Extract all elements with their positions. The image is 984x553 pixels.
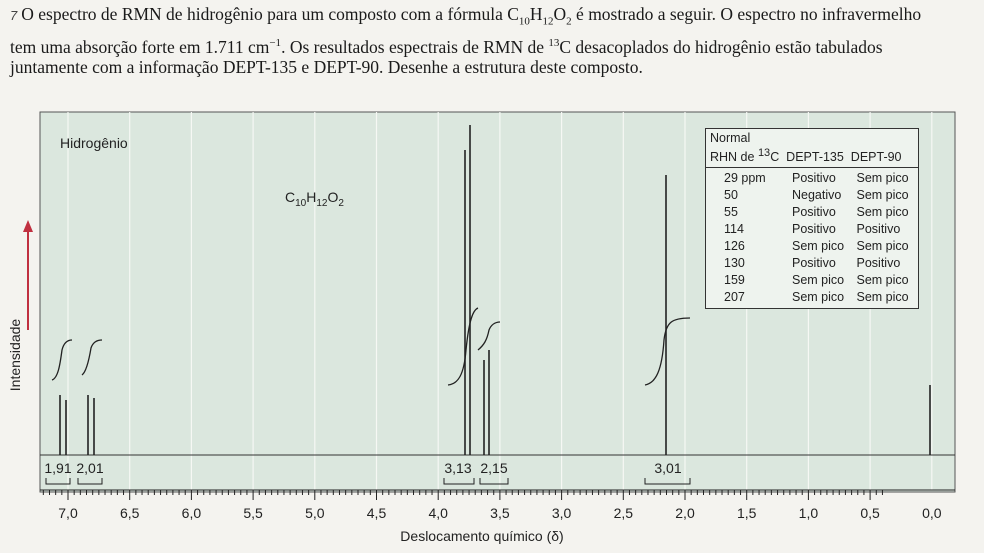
table-cell: Sem pico [856, 239, 909, 254]
x-tick-label: 2,0 [675, 505, 695, 521]
spectrum-label: Hidrogênio [60, 135, 128, 151]
table-cell: Positivo [856, 256, 901, 271]
table-cell: Positivo [792, 171, 836, 186]
table-row: 50 Negativo Sem pico [706, 187, 918, 204]
table-cell: Sem pico [856, 273, 909, 288]
x-tick-label: 0,5 [860, 505, 880, 521]
integration-curves [51, 307, 691, 386]
table-row: 207 Sem pico Sem pico [706, 289, 918, 306]
x-tick-label: 4,0 [428, 505, 448, 521]
peaks [59, 125, 931, 455]
table-cell: 55 [724, 205, 738, 220]
x-ticks [42, 490, 883, 500]
x-tick-label: 5,0 [305, 505, 325, 521]
integration: 2,15 [480, 460, 507, 476]
table-cell: 159 [724, 273, 745, 288]
x-tick-label: 0,0 [922, 505, 942, 521]
x-tick-label: 3,0 [552, 505, 572, 521]
table-cell: 50 [724, 188, 738, 203]
x-tick-label: 3,5 [490, 505, 510, 521]
table-cell: 126 [724, 239, 745, 254]
header-cell: 13 [757, 147, 771, 159]
x-tick-label: 6,0 [182, 505, 202, 521]
text: 2 [566, 15, 572, 28]
formula-part: C [285, 189, 295, 205]
table-row: 55 Positivo Sem pico [706, 204, 918, 221]
table-cell: Sem pico [856, 205, 909, 220]
table-cell: Sem pico [856, 290, 909, 305]
formula-part: H [306, 189, 316, 205]
c13-table: Normal RHN de 13C DEPT-135 DEPT-90 29 pp… [705, 128, 919, 310]
table-row: 130 Positivo Positivo [706, 255, 918, 272]
table-cell: Sem pico [792, 290, 845, 305]
text: O espectro de RMN de hidrogênio para um … [21, 4, 519, 24]
x-tick-label: 4,5 [367, 505, 387, 521]
formula: C10H12O2 [285, 189, 344, 209]
table-cell: Sem pico [856, 171, 909, 186]
x-tick-labels: 7,0 6,5 6,0 5,5 5,0 4,5 4,0 3,5 3,0 2,5 2,0 1,5 1,0 0… [58, 505, 941, 521]
table-cell: 114 [724, 222, 744, 237]
problem-number: 7 [10, 8, 18, 23]
x-tick-label: 7,0 [58, 505, 78, 521]
text: 10 [518, 15, 530, 28]
formula-part: 12 [316, 198, 328, 209]
y-axis-label: Intensidade [7, 319, 23, 392]
header-row: RHN de 13C DEPT-135 DEPT-90 [710, 146, 914, 165]
formula-part: 10 [295, 198, 307, 209]
table-cell: Sem pico [792, 239, 845, 254]
integration: 2,01 [76, 460, 103, 476]
formula-part: O [328, 189, 339, 205]
table-row: 159 Sem pico Sem pico [706, 272, 918, 289]
table-cell: Positivo [792, 222, 836, 237]
table-cell: Sem pico [792, 273, 845, 288]
table-body: 29 ppm Positivo Sem pico 50 Negativo Sem pico… [706, 170, 918, 306]
text: 12 [542, 15, 554, 28]
text: é mostrado a seguir. O espectro no infra… [10, 4, 922, 57]
x-tick-label: 1,0 [799, 505, 819, 521]
integration: 3,13 [444, 460, 471, 476]
text: . Os resultados espectrais de RMN de [281, 36, 549, 57]
header-cell: C [770, 150, 780, 165]
integration-brackets [45, 478, 691, 485]
table-cell: Positivo [792, 256, 836, 271]
x-tick-label: 1,5 [737, 505, 757, 521]
table-cell: 207 [724, 290, 745, 305]
x-tick-label: 6,5 [120, 505, 140, 521]
header-cell: RHN de [710, 150, 758, 165]
formula-part: 2 [338, 198, 344, 209]
text: C desacoplados do hidrogênio estão tabul… [10, 36, 883, 78]
x-tick-label: 2,5 [614, 505, 634, 521]
header-cell: DEPT-135 [786, 150, 844, 165]
integration: 3,01 [654, 460, 681, 476]
x-tick-label: 5,5 [243, 505, 263, 521]
text: 13 [548, 36, 560, 49]
arrow-head [23, 220, 33, 232]
x-axis-label: Deslocamento químico (δ) [400, 528, 563, 544]
table-cell: Sem pico [856, 188, 909, 203]
table-row: 29 ppm Positivo Sem pico [706, 170, 918, 187]
table-cell: Positivo [856, 222, 901, 237]
integration: 1,91 [44, 460, 71, 476]
table-cell: Negativo [792, 188, 842, 203]
text: −1 [269, 36, 282, 49]
table-cell: 130 [724, 256, 745, 271]
text: H [529, 4, 543, 24]
table-cell: Positivo [792, 205, 836, 220]
table-row: 126 Sem pico Sem pico [706, 238, 918, 255]
table-header: Normal RHN de 13C DEPT-135 DEPT-90 [706, 129, 918, 169]
text: O [553, 4, 567, 24]
table-cell: 29 ppm [724, 171, 766, 186]
table-row: 114 Positivo Positivo [706, 221, 918, 238]
integration-labels: 1,91 2,01 3,13 2,15 3,01 [44, 460, 681, 476]
header-cell: DEPT-90 [850, 150, 902, 165]
header-cell: Normal [710, 131, 751, 145]
